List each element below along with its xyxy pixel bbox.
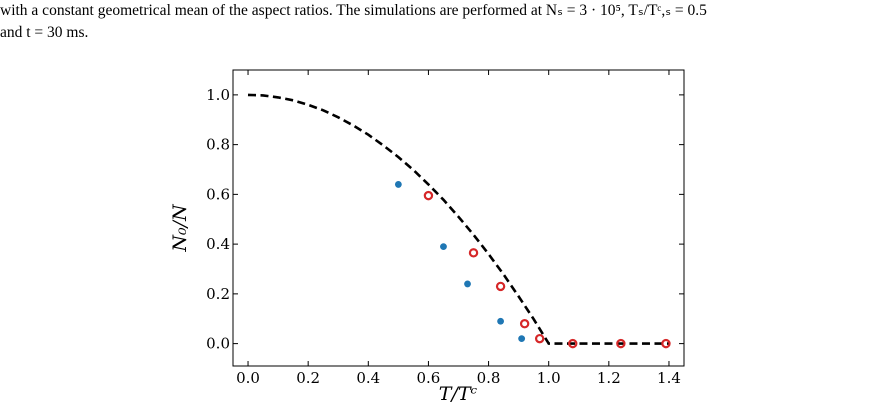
filled-data-point: [518, 335, 526, 343]
y-tick-label: 0.2: [206, 285, 230, 303]
x-tick-label: 0.0: [236, 369, 260, 387]
curve-layer: [247, 93, 669, 345]
filled-data-point: [394, 181, 402, 188]
filled-data-point: [440, 243, 447, 251]
x-tick-label: 0.4: [356, 369, 380, 387]
open-data-point: [519, 319, 530, 329]
open-data-point: [616, 338, 626, 349]
open-data-point: [468, 248, 479, 258]
x-tick-label: 0.6: [417, 369, 441, 387]
x-axis-label: T/Tᶜ: [439, 383, 478, 405]
open-data-point: [568, 338, 578, 349]
open-data-point: [661, 338, 671, 349]
x-tick-label: 0.2: [296, 369, 320, 387]
x-tick-label: 0.8: [477, 369, 501, 387]
x-tick-label: 1.4: [657, 369, 681, 387]
filled-data-point: [464, 280, 471, 288]
open-data-point: [495, 281, 506, 292]
caption-line-2: and t = 30 ms.: [0, 24, 89, 41]
x-tick-label: 1.0: [537, 369, 561, 387]
points-layer: [394, 181, 671, 349]
y-axis-label: N₀/N: [169, 203, 191, 253]
y-tick-label: 0.4: [206, 235, 230, 253]
caption-line-1: with a constant geometrical mean of the …: [0, 2, 707, 19]
plot-frame: [232, 69, 685, 367]
open-data-point: [534, 333, 545, 344]
open-data-point: [423, 190, 434, 201]
y-tick-label: 0.0: [206, 335, 230, 353]
y-tick-label: 0.6: [206, 185, 230, 203]
x-tick-label: 1.2: [597, 369, 621, 387]
filled-data-point: [497, 317, 504, 325]
y-tick-label: 0.8: [206, 136, 230, 154]
model-curve: [247, 93, 669, 345]
figure-caption: with a constant geometrical mean of the …: [0, 0, 880, 44]
y-tick-label: 1.0: [206, 86, 230, 104]
axis-ticks: 0.0 0.2 0.4 0.6 0.8 1.0 1.2 1.4 0.0 0.2 0.4 0.6 0.8 1…: [206, 70, 684, 387]
